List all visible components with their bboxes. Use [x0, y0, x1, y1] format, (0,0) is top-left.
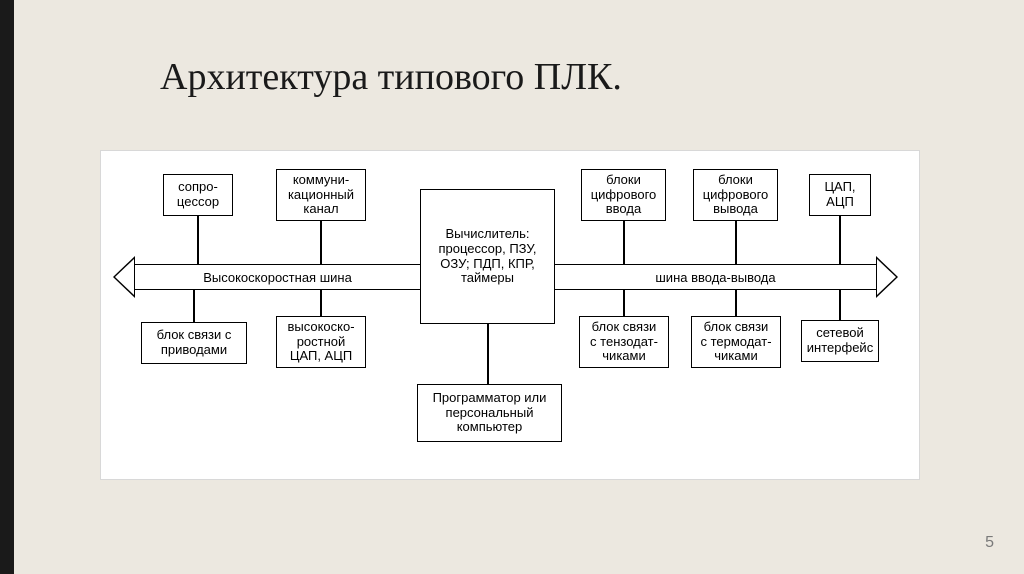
node-hs-dac-adc: высокоско- ростной ЦАП, АЦП — [276, 316, 366, 368]
page-number: 5 — [985, 534, 994, 552]
connector-bl0 — [193, 290, 195, 322]
accent-sidebar — [0, 0, 14, 574]
node-coprocessor: сопро- цессор — [163, 174, 233, 216]
connector-cpu-programmer — [487, 324, 489, 384]
node-thermo-link: блок связи с термодат- чиками — [691, 316, 781, 368]
node-drives-link: блок связи с приводами — [141, 322, 247, 364]
connector-br1 — [735, 290, 737, 316]
connector-tl1 — [320, 221, 322, 264]
connector-tr0 — [623, 221, 625, 264]
bus-left-label: Высокоскоростная шина — [203, 270, 352, 285]
connector-bl1 — [320, 290, 322, 316]
node-strain-link: блок связи с тензодат- чиками — [579, 316, 669, 368]
connector-tr2 — [839, 216, 841, 264]
connector-tr1 — [735, 221, 737, 264]
connector-br0 — [623, 290, 625, 316]
bus-right: шина ввода-вывода — [555, 264, 876, 290]
plc-architecture-diagram: Высокоскоростная шина шина ввода-вывода … — [100, 150, 920, 480]
node-dac-adc: ЦАП, АЦП — [809, 174, 871, 216]
node-cpu: Вычислитель: процессор, ПЗУ, ОЗУ; ПДП, К… — [420, 189, 555, 324]
bus-right-arrowhead-right — [876, 256, 898, 298]
node-digital-in: блоки цифрового ввода — [581, 169, 666, 221]
bus-left: Высокоскоростная шина — [135, 264, 420, 290]
node-net-iface: сетевой интерфейс — [801, 320, 879, 362]
connector-br2 — [839, 290, 841, 320]
node-programmer: Программатор или персональный компьютер — [417, 384, 562, 442]
slide-title: Архитектура типового ПЛК. — [160, 55, 622, 99]
connector-tl0 — [197, 216, 199, 264]
bus-right-label: шина ввода-вывода — [655, 270, 775, 285]
node-digital-out: блоки цифрового вывода — [693, 169, 778, 221]
node-comm-channel: коммуни- кационный канал — [276, 169, 366, 221]
bus-left-arrowhead-left — [113, 256, 135, 298]
